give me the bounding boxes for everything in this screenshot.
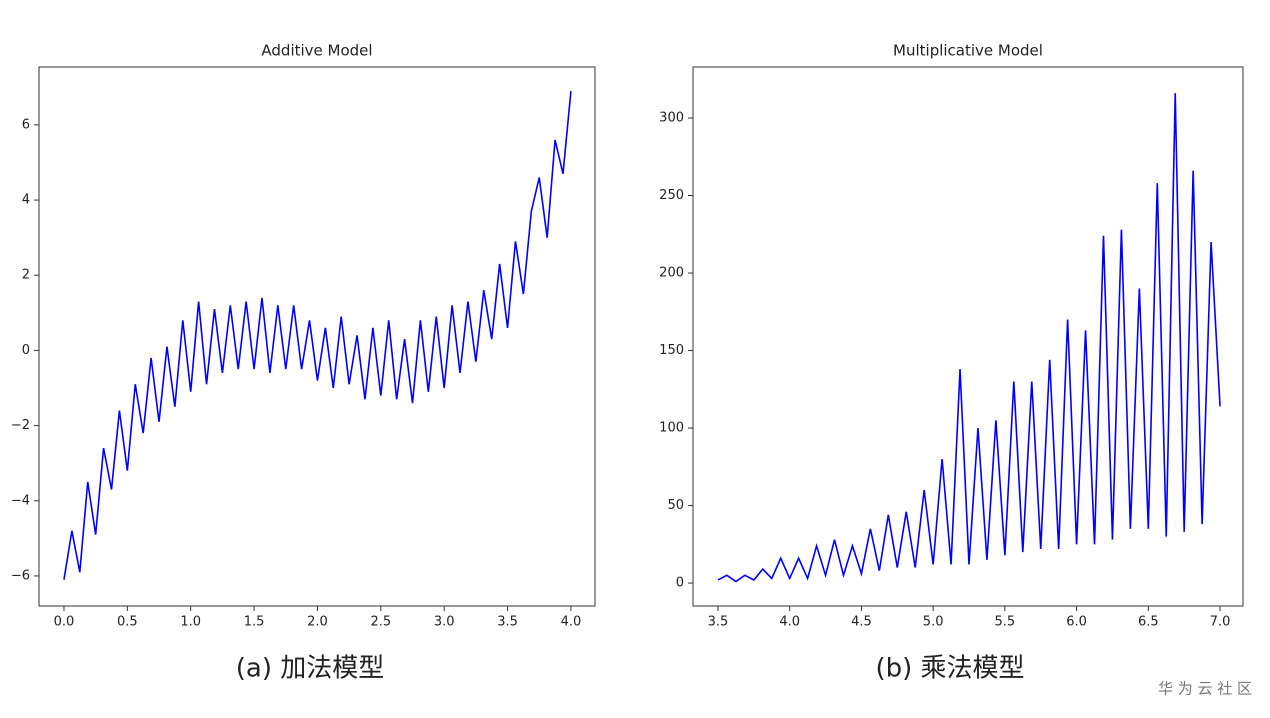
x-tick-label: 5.0 — [923, 615, 944, 630]
x-tick-label: 0.0 — [54, 615, 75, 630]
y-tick-label: −4 — [11, 493, 30, 508]
x-tick-label: 2.0 — [307, 615, 328, 630]
x-tick-label: 3.0 — [434, 615, 455, 630]
y-tick-label: 150 — [659, 343, 684, 358]
y-tick-label: 0 — [22, 343, 30, 358]
x-tick-label: 5.5 — [995, 615, 1016, 630]
x-tick-label: 1.0 — [180, 615, 201, 630]
y-tick-label: 300 — [659, 111, 684, 126]
x-tick-label: 1.5 — [244, 615, 265, 630]
watermark: 华 为 云 社 区 — [1158, 680, 1252, 698]
x-tick-label: 4.0 — [779, 615, 800, 630]
caption: (b) 乘法模型 — [875, 654, 1024, 684]
y-tick-label: 0 — [676, 576, 684, 591]
y-tick-label: 200 — [659, 266, 684, 281]
y-tick-label: 100 — [659, 421, 684, 436]
x-tick-label: 6.5 — [1138, 615, 1159, 630]
x-tick-label: 0.5 — [117, 615, 138, 630]
caption: (a) 加法模型 — [236, 654, 385, 684]
y-tick-label: 6 — [22, 117, 30, 132]
x-tick-label: 4.5 — [851, 615, 872, 630]
y-tick-label: 250 — [659, 188, 684, 203]
plot-frame — [692, 66, 1244, 607]
x-tick-label: 4.0 — [561, 615, 582, 630]
data-line — [63, 90, 572, 580]
x-tick-label: 7.0 — [1210, 615, 1231, 630]
y-tick-label: 2 — [22, 268, 30, 283]
data-line — [717, 93, 1221, 583]
x-tick-label: 3.5 — [497, 615, 518, 630]
y-tick-label: 4 — [22, 193, 30, 208]
chart-title: Additive Model — [261, 42, 372, 60]
x-tick-label: 3.5 — [708, 615, 729, 630]
plot-frame — [38, 66, 596, 607]
chart-title: Multiplicative Model — [893, 42, 1043, 60]
x-tick-label: 2.5 — [370, 615, 391, 630]
y-tick-label: 50 — [667, 498, 684, 513]
x-tick-label: 6.0 — [1066, 615, 1087, 630]
y-tick-label: −6 — [11, 568, 30, 583]
y-tick-label: −2 — [11, 418, 30, 433]
